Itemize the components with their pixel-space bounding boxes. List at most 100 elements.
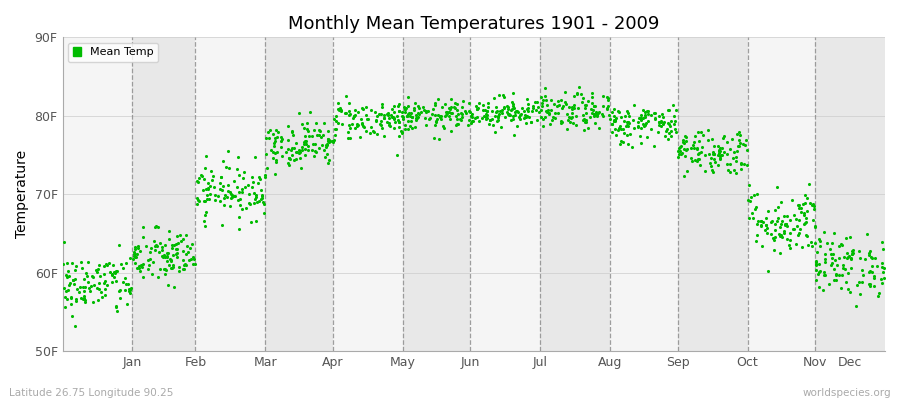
Point — [530, 104, 544, 111]
Point — [227, 192, 241, 199]
Point — [400, 103, 415, 110]
Point — [201, 185, 215, 191]
Point — [301, 143, 315, 150]
Point — [367, 109, 382, 116]
Point — [228, 193, 242, 199]
Point — [69, 296, 84, 302]
Point — [600, 95, 615, 101]
Point — [270, 129, 284, 136]
Point — [565, 110, 580, 116]
Point — [808, 277, 823, 283]
Point — [671, 148, 686, 154]
Point — [661, 106, 675, 113]
Point — [750, 221, 764, 227]
Point — [404, 110, 419, 116]
Point — [418, 115, 432, 122]
Point — [212, 193, 226, 199]
Point — [185, 254, 200, 260]
Point — [517, 108, 531, 114]
Point — [94, 289, 108, 295]
Point — [315, 142, 329, 149]
Point — [257, 201, 272, 207]
Point — [570, 91, 584, 98]
Point — [808, 261, 823, 268]
Point — [525, 107, 539, 114]
Point — [348, 112, 363, 119]
Point — [374, 111, 389, 117]
Point — [57, 238, 71, 245]
Point — [596, 113, 610, 119]
Point — [792, 204, 806, 211]
Point — [398, 126, 412, 132]
Point — [289, 140, 303, 146]
Bar — [678, 37, 748, 351]
Point — [216, 183, 230, 190]
Point — [652, 122, 667, 128]
Point — [136, 224, 150, 230]
Point — [724, 169, 738, 176]
Point — [428, 102, 443, 108]
Point — [700, 127, 715, 133]
Point — [585, 94, 599, 100]
Point — [622, 113, 636, 119]
Point — [199, 209, 213, 215]
Point — [146, 258, 160, 265]
Point — [832, 272, 847, 278]
Point — [343, 111, 357, 117]
Point — [165, 245, 179, 251]
Point — [677, 173, 691, 180]
Point — [222, 203, 237, 210]
Point — [176, 262, 191, 268]
Point — [823, 246, 837, 253]
Point — [524, 118, 538, 125]
Point — [809, 267, 824, 274]
Point — [685, 158, 699, 164]
Point — [160, 250, 175, 256]
Point — [158, 254, 172, 260]
Point — [75, 295, 89, 302]
Point — [536, 116, 550, 122]
Point — [670, 107, 684, 114]
Point — [494, 110, 508, 117]
Point — [480, 112, 494, 118]
Point — [202, 196, 216, 202]
Point — [806, 217, 820, 224]
Point — [205, 176, 220, 183]
Point — [296, 141, 310, 148]
Point — [122, 288, 136, 294]
Point — [500, 103, 514, 110]
Point — [297, 139, 311, 145]
Point — [826, 230, 841, 236]
Point — [607, 118, 621, 124]
Point — [133, 268, 148, 274]
Point — [83, 287, 97, 294]
Point — [450, 107, 464, 113]
Point — [481, 108, 495, 114]
Point — [230, 184, 244, 190]
Point — [698, 168, 712, 174]
Point — [501, 112, 516, 118]
Point — [846, 249, 860, 256]
Point — [201, 186, 215, 192]
Point — [148, 223, 163, 229]
Point — [634, 124, 648, 131]
Point — [482, 100, 496, 106]
Point — [285, 128, 300, 134]
Point — [490, 108, 504, 115]
Point — [842, 252, 856, 259]
Point — [305, 133, 320, 140]
Point — [742, 182, 756, 188]
Point — [826, 251, 841, 257]
Point — [158, 266, 173, 273]
Point — [464, 114, 479, 120]
Point — [395, 129, 410, 136]
Point — [65, 313, 79, 319]
Point — [76, 296, 90, 302]
Point — [307, 153, 321, 159]
Point — [675, 150, 689, 156]
Point — [817, 251, 832, 257]
Point — [220, 182, 235, 188]
Point — [750, 191, 764, 197]
Point — [704, 162, 718, 169]
Point — [538, 84, 553, 91]
